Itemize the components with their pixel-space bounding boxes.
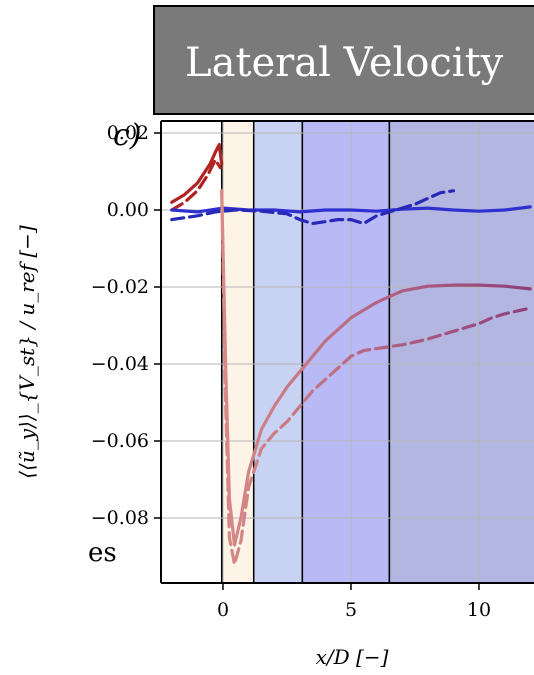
panel-letter: c): [113, 118, 142, 153]
x-axis-label: x/D [−]: [316, 645, 389, 669]
grid: [161, 121, 534, 583]
series-line-6: [220, 189, 532, 566]
panel-title-box: Lateral Velocity: [153, 5, 534, 115]
y-tick-label-5: −0.08: [91, 507, 149, 529]
series-line-5: [220, 189, 532, 547]
y-tick-label-1: 0.00: [107, 199, 149, 221]
x-tick-label-2: 10: [467, 599, 491, 621]
y-tick-label-2: −0.02: [91, 276, 149, 298]
region-2: [252, 121, 304, 583]
series-line-3: [170, 205, 532, 214]
region-4: [388, 121, 534, 583]
y-axis-label: ⟨⟨ũ_y⟩⟩_{V_st} / u_ref [−]: [15, 225, 39, 479]
side-text: es: [88, 538, 117, 568]
x-tick-label-0: 0: [217, 599, 229, 621]
x-tick-label-1: 5: [345, 599, 357, 621]
y-tick-label-0: 0.02: [107, 122, 149, 144]
series-layer: [170, 143, 532, 566]
series-line-4: [170, 189, 455, 226]
panel-title: Lateral Velocity: [185, 40, 504, 86]
series-line-1: [170, 143, 224, 204]
y-tick-label-3: −0.04: [91, 353, 149, 375]
ticks: 0 5 10 0.02 0.00 −0.02 −0.04 −0.06 −0.08: [91, 122, 491, 621]
regions: [220, 121, 534, 583]
series-line-2: [170, 158, 222, 212]
y-tick-label-4: −0.06: [91, 430, 149, 452]
